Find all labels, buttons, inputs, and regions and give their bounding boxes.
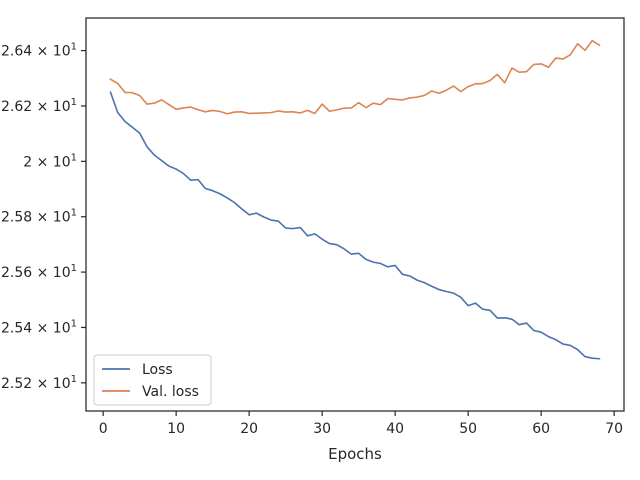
y-tick-label: 2.62 × 101: [1, 97, 77, 115]
x-axis: 0 10 20 30 40 50 60 70: [99, 411, 623, 437]
series-line-val-loss: [109, 39, 601, 115]
x-tick-label: 70: [605, 421, 623, 437]
y-tick-label: 2.58 × 101: [1, 208, 77, 226]
x-tick-label: 60: [532, 421, 550, 437]
y-tick-label: 2.56 × 101: [1, 263, 77, 281]
y-axis: 2.52 × 101 2.54 × 101 2.56 × 101 2.58 × 101…: [1, 42, 86, 392]
legend-label: Val. loss: [142, 384, 199, 400]
y-tick-label: 2 × 101: [23, 152, 77, 170]
x-tick-label: 50: [459, 421, 477, 437]
y-tick-label: 2.64 × 101: [1, 42, 77, 60]
x-tick-label: 30: [313, 421, 331, 437]
y-tick-label: 2.52 × 101: [1, 374, 77, 392]
legend: Loss Val. loss: [93, 354, 212, 406]
x-axis-label: Epochs: [328, 445, 382, 463]
x-tick-label: 0: [99, 421, 108, 437]
x-tick-label: 40: [386, 421, 404, 437]
legend-label: Loss: [142, 362, 173, 378]
series-line-loss: [109, 91, 601, 360]
x-tick-label: 10: [167, 421, 185, 437]
x-tick-label: 20: [240, 421, 258, 437]
y-tick-label: 2.54 × 101: [1, 318, 77, 336]
axes-frame: [85, 17, 625, 412]
legend-box: [93, 354, 212, 406]
plot-area: [109, 39, 601, 360]
